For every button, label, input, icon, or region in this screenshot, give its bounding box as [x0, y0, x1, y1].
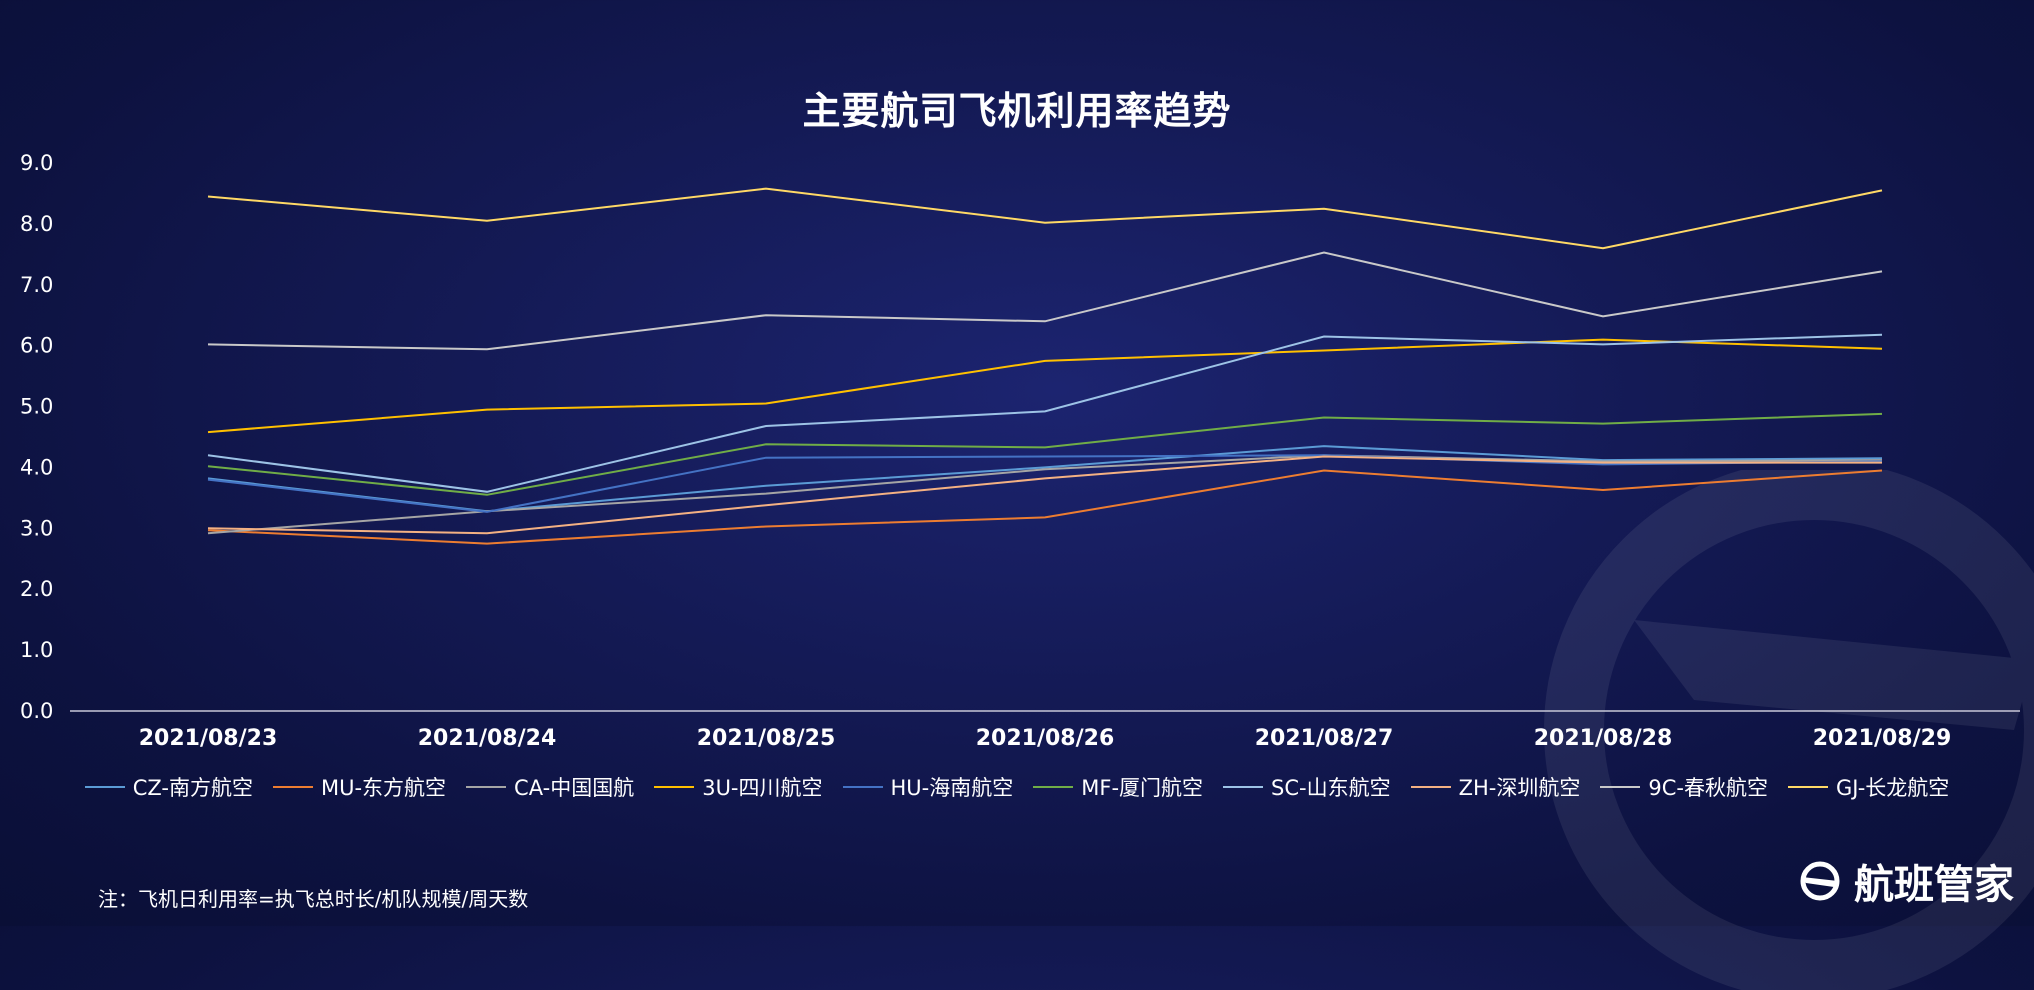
series-line-3U-四川航空 — [207, 338, 1883, 434]
legend-item: MU-东方航空 — [272, 772, 447, 802]
legend-swatch — [84, 786, 125, 788]
legend-item: 9C-春秋航空 — [1600, 772, 1768, 802]
footnote: 注：飞机日利用率=执飞总时长/机队规模/周天数 — [98, 887, 529, 911]
y-tick-label: 5.0 — [20, 395, 53, 419]
legend-label: CA-中国国航 — [514, 776, 635, 800]
y-tick-label: 8.0 — [20, 212, 53, 236]
legend-item: SC-山东航空 — [1223, 772, 1391, 802]
legend-label: SC-山东航空 — [1271, 776, 1391, 800]
legend-swatch — [654, 786, 695, 788]
legend-label: MF-厦门航空 — [1081, 776, 1204, 800]
airplane-logo-icon — [1800, 861, 1840, 901]
legend-label: ZH-深圳航空 — [1458, 776, 1581, 800]
x-tick-label: 2021/08/24 — [418, 726, 557, 751]
legend-swatch — [842, 786, 883, 788]
legend-swatch — [466, 786, 507, 788]
legend-item: ZH-深圳航空 — [1410, 772, 1581, 802]
x-tick-label: 2021/08/25 — [697, 726, 836, 751]
legend-label: HU-海南航空 — [890, 776, 1014, 800]
x-tick-label: 2021/08/26 — [976, 726, 1115, 751]
y-tick-label: 0.0 — [20, 699, 53, 723]
legend-swatch — [1788, 786, 1828, 788]
legend-swatch — [1223, 786, 1264, 788]
y-tick-label: 7.0 — [20, 273, 53, 297]
legend-label: MU-东方航空 — [320, 776, 447, 800]
legend-label: GJ-长龙航空 — [1836, 776, 1950, 800]
y-tick-label: 4.0 — [20, 455, 53, 479]
y-tick-label: 6.0 — [20, 334, 53, 358]
series-line-HU-海南航空 — [207, 454, 1883, 513]
series-line-SC-山东航空 — [207, 333, 1883, 493]
brand-logo: 航班管家 — [1798, 852, 2014, 910]
x-tick-label: 2021/08/23 — [139, 726, 278, 751]
y-tick-label: 9.0 — [20, 151, 53, 175]
legend-item: CZ-南方航空 — [84, 772, 253, 802]
line-chart: 0.0 1.0 2.0 3.0 4.0 5.0 6.0 7.0 8.0 9.0 2021/08/23… — [20, 151, 2020, 751]
series-line-MF-厦门航空 — [207, 412, 1883, 496]
x-tick-label: 2021/08/28 — [1534, 726, 1673, 751]
y-tick-label: 3.0 — [20, 516, 53, 540]
legend-swatch — [1410, 786, 1451, 788]
legend-item: HU-海南航空 — [842, 772, 1014, 802]
chart-legend: CZ-南方航空 MU-东方航空 CA-中国国航 3U-四川航空 HU-海南航空 MF-厦门… — [0, 772, 2034, 802]
legend-swatch — [1600, 786, 1641, 788]
legend-item: GJ-长龙航空 — [1788, 772, 1949, 802]
y-tick-label: 2.0 — [20, 577, 53, 601]
legend-item: CA-中国国航 — [466, 772, 634, 802]
legend-label: 3U-四川航空 — [702, 776, 823, 800]
x-tick-label: 2021/08/29 — [1813, 726, 1952, 751]
legend-label: 9C-春秋航空 — [1648, 776, 1768, 800]
series-line-GJ-长龙航空 — [207, 187, 1883, 250]
series-line-MU-东方航空 — [207, 469, 1883, 545]
legend-item: 3U-四川航空 — [654, 772, 823, 802]
legend-item: MF-厦门航空 — [1033, 772, 1203, 802]
x-tick-label: 2021/08/27 — [1255, 726, 1394, 751]
legend-swatch — [1033, 786, 1074, 788]
brand-name: 航班管家 — [1854, 862, 2014, 908]
series-line-ZH-深圳航空 — [207, 455, 1882, 535]
legend-swatch — [272, 786, 313, 788]
y-tick-label: 1.0 — [20, 638, 53, 662]
series-line-9C-春秋航空 — [207, 251, 1883, 351]
legend-label: CZ-南方航空 — [132, 776, 253, 800]
chart-title: 主要航司飞机利用率趋势 — [802, 89, 1232, 133]
